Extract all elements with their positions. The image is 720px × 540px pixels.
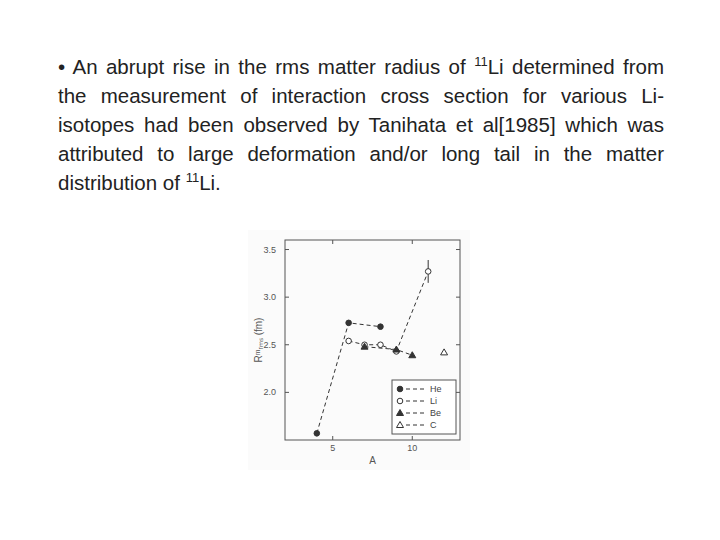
- x-tick: [412, 436, 413, 440]
- data-point: [409, 352, 416, 358]
- data-point: [346, 320, 352, 326]
- data-point: [378, 342, 384, 348]
- legend-label: He: [430, 384, 442, 394]
- bullet-part: • An abrupt rise in the rms matter radiu…: [58, 55, 474, 78]
- legend-line: [406, 425, 426, 426]
- legend-line: [406, 413, 426, 414]
- bullet-part: Li.: [199, 171, 221, 194]
- y-tick: [285, 392, 289, 393]
- y-tick: [456, 344, 460, 345]
- data-point: [425, 269, 431, 275]
- legend-line: [406, 401, 426, 402]
- x-axis-label: A: [369, 455, 376, 466]
- series-line: [365, 347, 413, 356]
- y-tick: [456, 297, 460, 298]
- data-point: [314, 431, 320, 437]
- y-tick-label: 2.5: [263, 340, 276, 350]
- legend-box: [392, 380, 456, 434]
- data-point: [346, 338, 352, 344]
- data-point: [361, 343, 368, 349]
- data-point: [441, 349, 448, 355]
- legend-marker: [397, 410, 404, 416]
- series-line: [317, 323, 381, 433]
- legend-label: Be: [430, 408, 441, 418]
- legend-line: [406, 389, 426, 390]
- bullet-part: 11: [474, 54, 488, 69]
- y-tick: [285, 344, 289, 345]
- x-tick: [332, 240, 333, 244]
- plot-frame: [285, 240, 460, 440]
- bullet-part: 11: [186, 170, 200, 185]
- y-axis-label: Rᵐᵣₘₛ (fm): [253, 318, 264, 363]
- y-tick-label: 3.0: [263, 292, 276, 302]
- x-tick-label: 5: [330, 443, 335, 453]
- legend-label: Li: [430, 396, 437, 406]
- y-tick: [456, 392, 460, 393]
- legend-label: C: [430, 420, 437, 430]
- x-tick: [412, 240, 413, 244]
- y-tick: [285, 297, 289, 298]
- chart: 2.0 2.5 3.0 3.5 5 10 A Rᵐᵣₘₛ (fm) He Li Be C: [0, 0, 720, 540]
- legend-marker: [397, 386, 403, 392]
- x-tick: [332, 436, 333, 440]
- legend-marker: [397, 422, 404, 428]
- figure-background: [248, 230, 470, 470]
- y-tick-label: 2.0: [263, 387, 276, 397]
- bullet-text: • An abrupt rise in the rms matter radiu…: [58, 52, 664, 197]
- x-tick-label: 10: [407, 443, 417, 453]
- data-point: [378, 324, 384, 330]
- y-tick: [456, 249, 460, 250]
- series-line: [349, 271, 429, 351]
- y-tick: [285, 249, 289, 250]
- data-point: [393, 346, 400, 352]
- y-tick-label: 3.5: [263, 245, 276, 255]
- legend: He Li Be C: [392, 380, 456, 434]
- legend-marker: [397, 398, 403, 404]
